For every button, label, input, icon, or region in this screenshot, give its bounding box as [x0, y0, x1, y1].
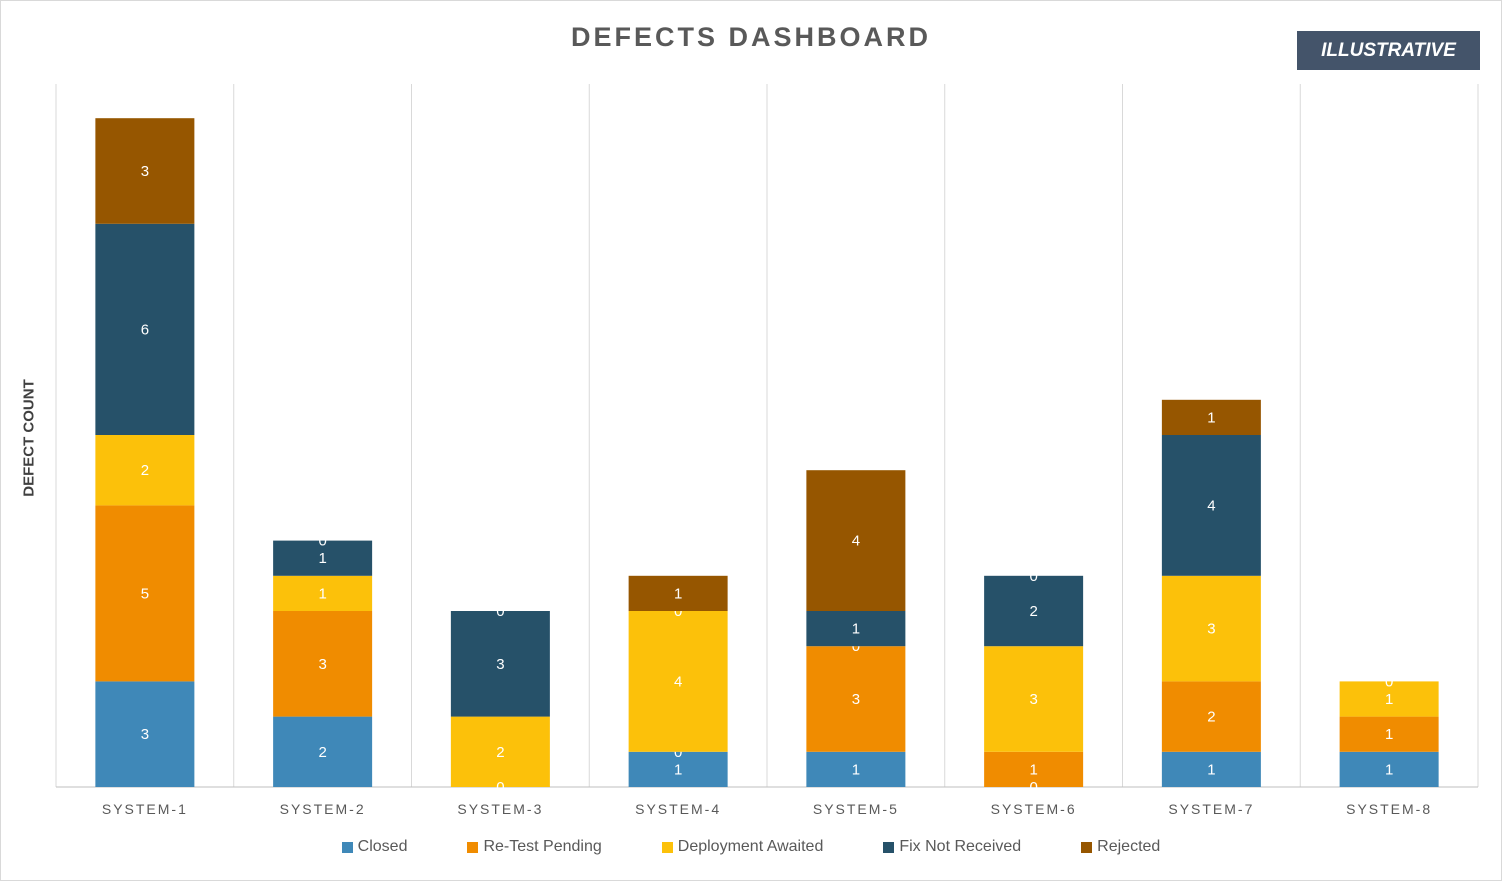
x-tick-label: SYSTEM-1	[102, 801, 188, 817]
legend-item: Deployment Awaited	[661, 838, 824, 856]
data-label: 0	[496, 779, 504, 796]
legend-item: Fix Not Received	[883, 838, 1021, 856]
data-label: 0	[674, 603, 682, 620]
data-label: 3	[1207, 621, 1215, 638]
data-label: 2	[1207, 709, 1215, 726]
bar-segment	[806, 470, 906, 611]
x-tick-label: SYSTEM-8	[1346, 801, 1432, 817]
data-label: 1	[1207, 409, 1215, 426]
data-label: 3	[141, 163, 149, 180]
legend-swatch	[341, 841, 353, 853]
data-label: 2	[141, 462, 149, 479]
data-label: 1	[1385, 726, 1393, 743]
legend-label: Deployment Awaited	[677, 838, 824, 855]
x-tick-label: SYSTEM-6	[991, 801, 1077, 817]
bar-segment	[273, 540, 373, 576]
bar-segment	[1161, 751, 1261, 787]
bar-segment	[273, 575, 373, 611]
legend-label: Rejected	[1097, 838, 1161, 855]
bar-segment	[95, 223, 195, 435]
data-label: 0	[1029, 779, 1037, 796]
bar-segment	[1161, 681, 1261, 752]
bar-segment	[984, 751, 1084, 787]
bar-segment	[1161, 575, 1261, 682]
data-label: 1	[1029, 761, 1037, 778]
bar-segment	[1339, 716, 1439, 752]
data-label: 4	[674, 673, 682, 690]
bar-segment	[450, 611, 550, 717]
data-label: 3	[1029, 691, 1037, 708]
legend-label: Fix Not Received	[899, 838, 1022, 855]
data-label: 0	[674, 744, 682, 761]
chart-title: DEFECTS DASHBOARD	[570, 22, 931, 52]
legend-swatch	[467, 841, 479, 853]
bar-segment	[806, 611, 906, 647]
bar-segment	[806, 646, 906, 752]
data-label: 1	[1385, 691, 1393, 708]
illustrative-badge: ILLUSTRATIVE	[1297, 31, 1480, 70]
data-label: 0	[1029, 568, 1037, 585]
data-label: 3	[318, 656, 326, 673]
bar-segment	[1161, 435, 1261, 576]
data-label: 6	[141, 321, 149, 338]
bar-segment	[95, 681, 195, 787]
bar-segment	[273, 716, 373, 787]
data-label: 4	[1207, 497, 1215, 514]
legend-label: Closed	[357, 838, 408, 855]
data-label: 2	[496, 744, 504, 761]
bar-segment	[95, 505, 195, 682]
bar-segment	[1339, 751, 1439, 787]
data-label: 0	[852, 638, 860, 655]
bar-segment	[95, 118, 195, 224]
x-tick-label: SYSTEM-3	[457, 801, 543, 817]
data-label: 2	[1029, 603, 1037, 620]
data-label: 1	[674, 761, 682, 778]
legend-item: Re-Test Pending	[467, 838, 602, 856]
bar-segment	[273, 611, 373, 717]
x-tick-label: SYSTEM-5	[813, 801, 899, 817]
legend-item: Closed	[341, 838, 408, 856]
data-label: 0	[318, 533, 326, 550]
data-label: 0	[1385, 673, 1393, 690]
legend-label: Re-Test Pending	[483, 838, 602, 855]
legend: Closed Re-Test Pending Deployment Awaited F…	[0, 838, 1502, 856]
x-tick-label: SYSTEM-7	[1168, 801, 1254, 817]
data-label: 1	[1385, 761, 1393, 778]
data-label: 3	[496, 656, 504, 673]
data-label: 1	[852, 761, 860, 778]
x-tick-label: SYSTEM-4	[635, 801, 721, 817]
bar-segment	[984, 575, 1084, 647]
data-label: 1	[318, 585, 326, 602]
legend-swatch	[661, 841, 673, 853]
data-label: 3	[852, 691, 860, 708]
bar-segment	[628, 575, 728, 611]
bar-segment	[806, 751, 906, 787]
data-label: 1	[318, 550, 326, 567]
bar-segment	[450, 716, 550, 787]
bar-segment	[1161, 399, 1261, 435]
data-label: 3	[141, 726, 149, 743]
data-label: 1	[1207, 761, 1215, 778]
bar-segment	[628, 751, 728, 787]
legend-swatch	[1081, 841, 1093, 853]
data-label: 0	[496, 603, 504, 620]
data-label: 5	[141, 585, 149, 602]
data-label: 4	[852, 533, 860, 550]
bar-segment	[628, 611, 728, 752]
legend-item: Rejected	[1081, 838, 1160, 856]
data-label: 1	[852, 621, 860, 638]
bar-segment	[1339, 681, 1439, 717]
x-tick-label: SYSTEM-2	[280, 801, 366, 817]
bar-segment	[95, 435, 195, 506]
legend-swatch	[883, 841, 895, 853]
data-label: 2	[318, 744, 326, 761]
data-label: 1	[674, 585, 682, 602]
bar-segment	[984, 646, 1084, 752]
